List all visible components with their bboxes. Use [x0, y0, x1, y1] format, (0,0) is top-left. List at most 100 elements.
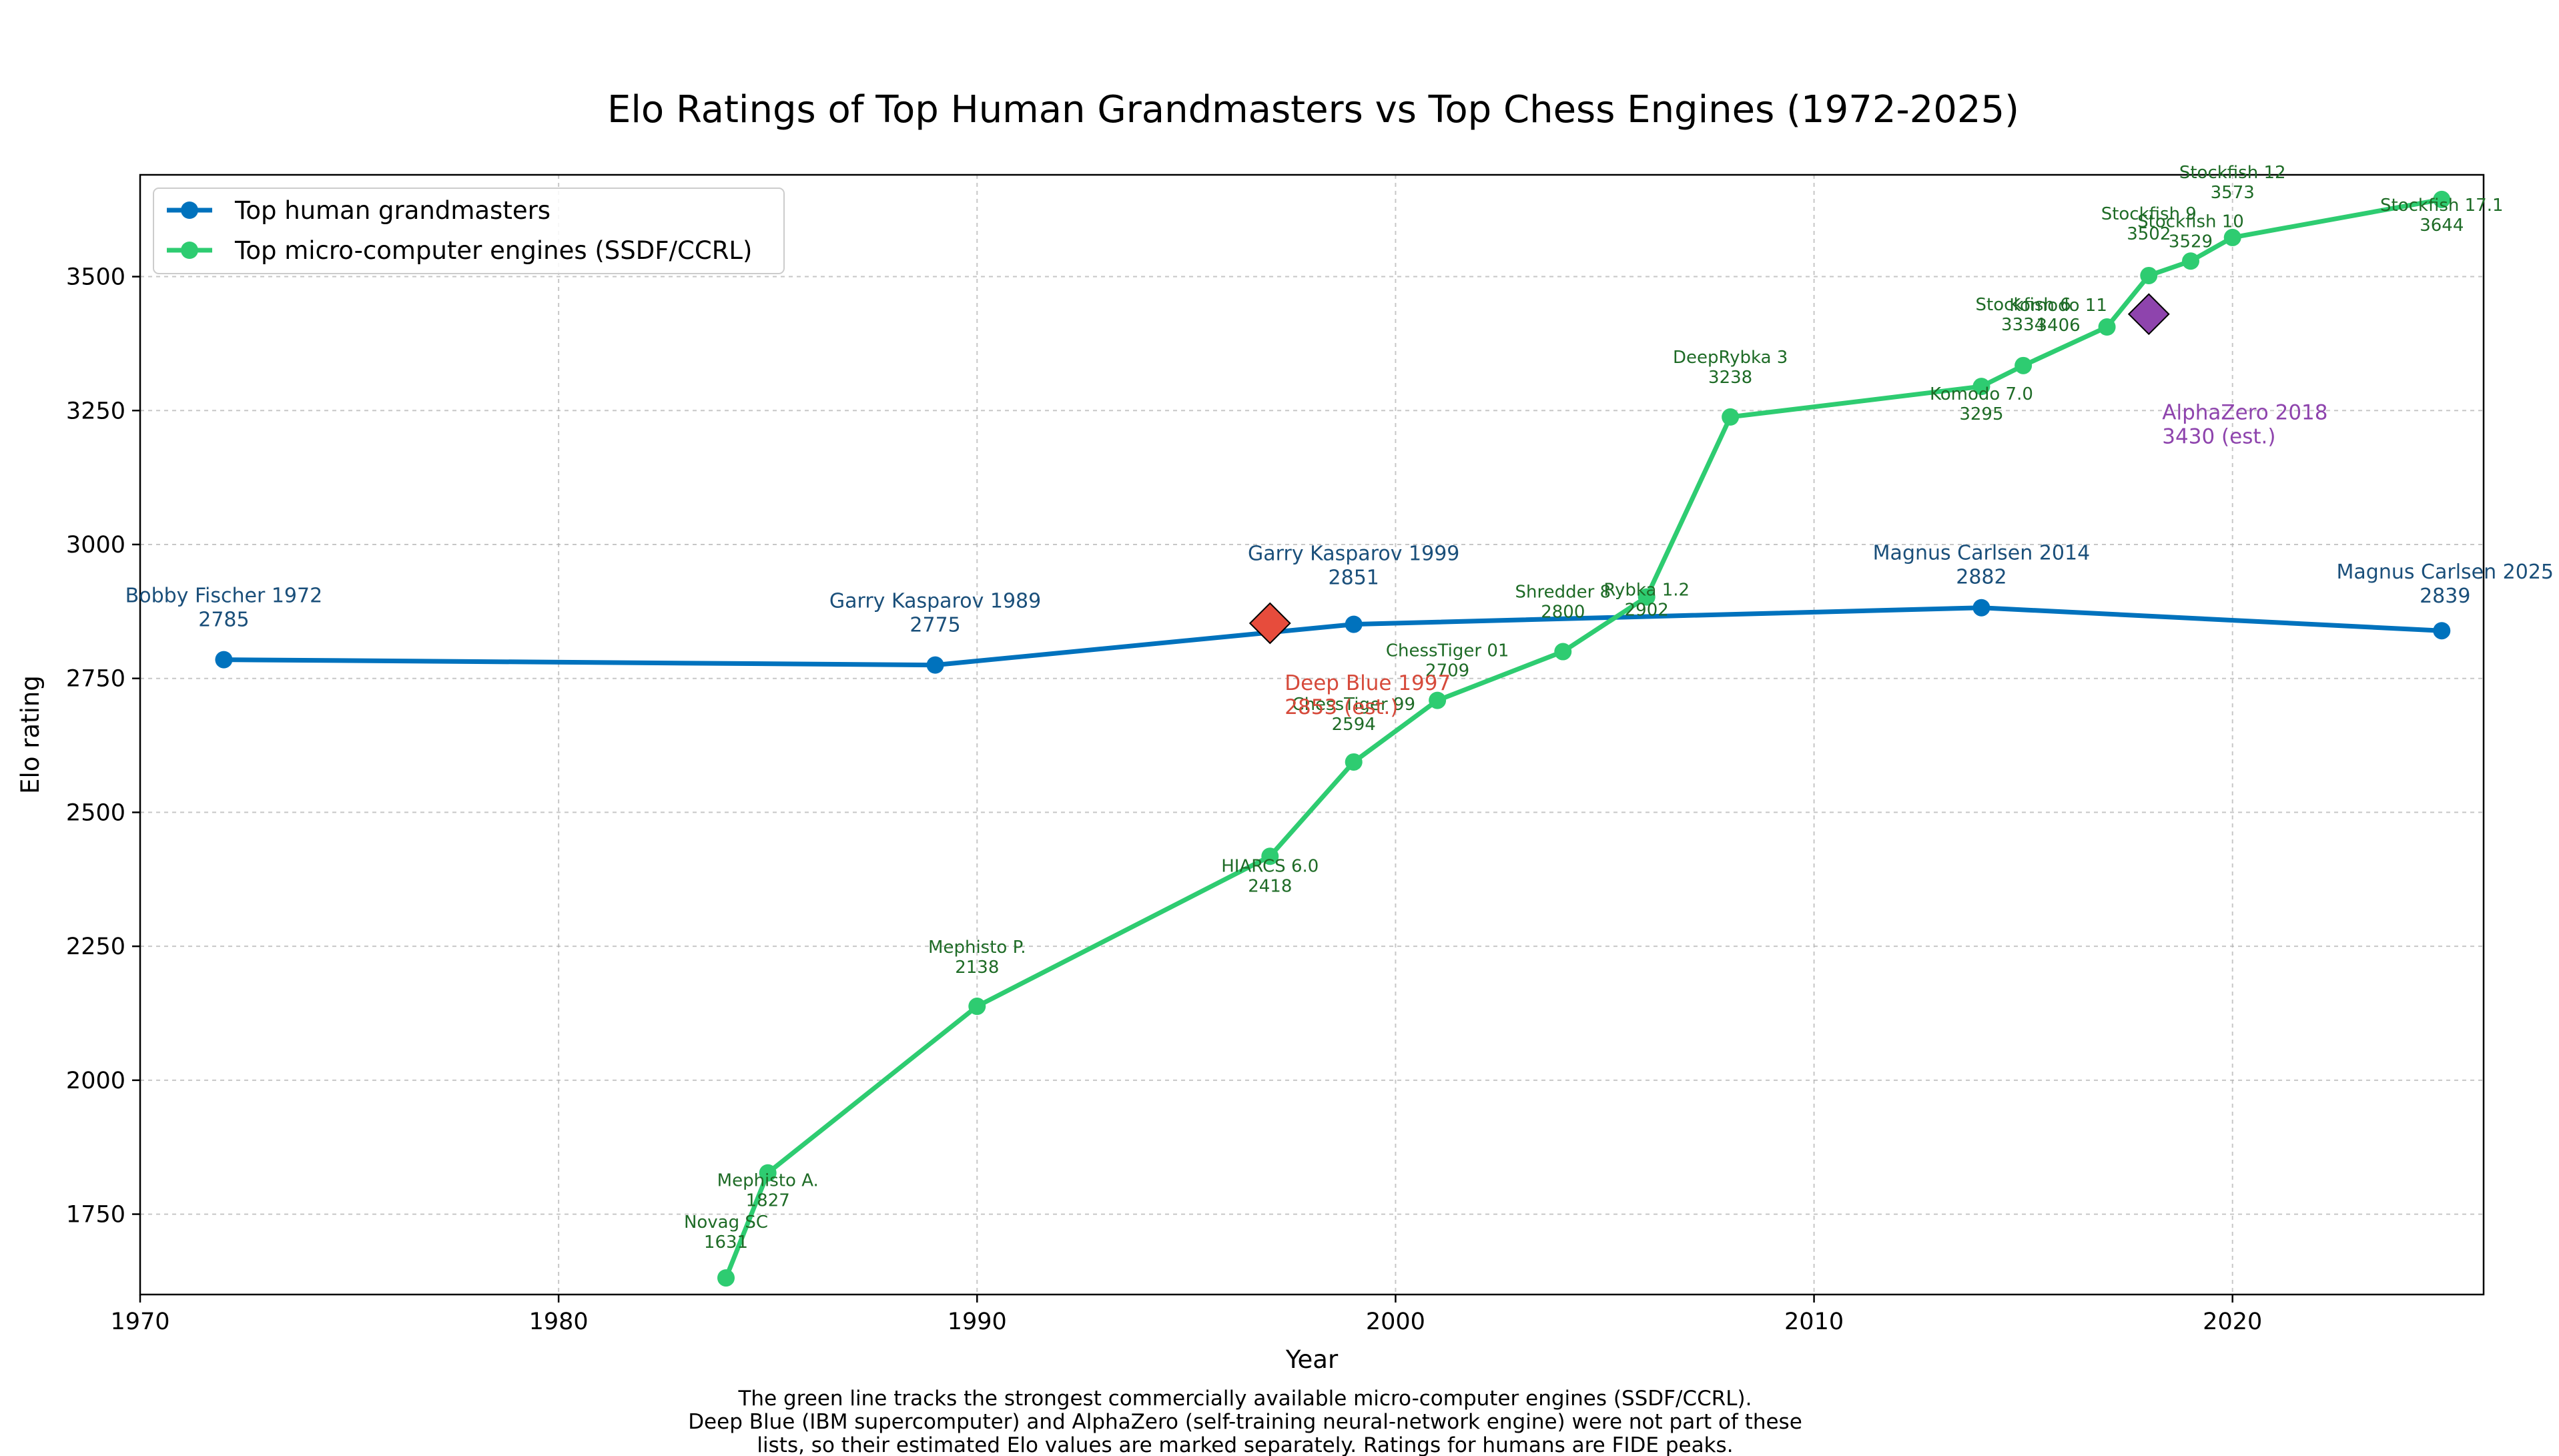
engine-point-name: ChessTiger 01	[1386, 641, 1509, 661]
engine-point-name: DeepRybka 3	[1673, 348, 1788, 368]
human-point	[215, 651, 233, 669]
human-point-name: Garry Kasparov 1999	[1248, 542, 1459, 566]
y-axis-label: Elo rating	[16, 675, 45, 794]
engine-point-name: Stockfish 17.1	[2380, 196, 2504, 216]
x-tick-label: 1970	[110, 1309, 169, 1335]
x-tick-label: 2020	[2203, 1309, 2262, 1335]
footnote: The green line tracks the strongest comm…	[688, 1387, 1802, 1456]
x-tick-label: 1980	[529, 1309, 589, 1335]
axis-ticks: 1970 1980 1990 2000 2010 2020 1750 2000 2250 2500…	[66, 264, 2262, 1335]
alphazero-marker	[2127, 293, 2170, 336]
engine-point-value: 3238	[1708, 368, 1752, 388]
alphazero-value: 3430 (est.)	[2162, 425, 2275, 449]
legend-entry: Top human grandmasters	[234, 196, 551, 225]
engine-point-value: 2709	[1425, 661, 1469, 681]
engine-point-value: 3644	[2420, 216, 2464, 236]
engine-point-value: 3529	[2169, 232, 2213, 252]
engine-point-name: ChessTiger 99	[1292, 695, 1415, 715]
footnote-line: The green line tracks the strongest comm…	[738, 1387, 1752, 1411]
human-point	[2433, 622, 2451, 640]
human-point	[1345, 615, 1363, 633]
human-point	[1972, 599, 1990, 617]
engine-point	[2223, 228, 2241, 246]
human-point	[926, 656, 944, 674]
engine-point-name: Rybka 1.2	[1603, 581, 1690, 601]
legend-swatch-marker	[181, 202, 198, 219]
y-tick-label: 3000	[66, 532, 125, 559]
engine-point	[759, 1164, 777, 1182]
human-point-value: 2785	[198, 609, 249, 632]
grid	[139, 175, 2484, 1295]
engine-point-name: Shredder 8	[1515, 583, 1611, 603]
legend-swatch-marker	[181, 242, 198, 259]
deep-blue-marker	[1248, 602, 1291, 645]
legend-box	[153, 188, 785, 274]
human-point-name: Bobby Fischer 1972	[125, 585, 323, 608]
engine-point	[2182, 252, 2199, 270]
engine-point-value: 2418	[1248, 876, 1292, 896]
footnote-line: Deep Blue (IBM supercomputer) and AlphaZ…	[688, 1410, 1802, 1434]
legend-entry: Top micro-computer engines (SSDF/CCRL)	[234, 236, 752, 265]
engine-point	[1554, 643, 1572, 661]
x-tick-label: 2010	[1784, 1309, 1844, 1335]
engine-point-name: Mephisto A.	[717, 1171, 819, 1191]
y-tick-label: 3250	[66, 398, 125, 424]
engine-point-value: 2138	[955, 958, 999, 978]
engine-point	[1972, 378, 1990, 396]
engine-point-value: 3334	[2001, 315, 2045, 335]
engine-point	[2098, 318, 2116, 336]
engine-point-value: 2594	[1332, 715, 1376, 735]
engine-point-value: 3502	[2127, 224, 2171, 244]
engine-point-value: 1827	[746, 1191, 790, 1211]
engine-point-name: Stockfish 6	[1976, 295, 2071, 315]
engine-point-value: 1631	[704, 1232, 748, 1252]
engine-point	[1345, 753, 1363, 771]
y-tick-label: 2250	[66, 934, 125, 960]
human-point-value: 2851	[1329, 567, 1379, 590]
engine-point-name: Stockfish 9	[2101, 204, 2197, 224]
deep-blue-value: 2853 (est.)	[1285, 695, 1398, 719]
engine-point-value: 2800	[1541, 603, 1585, 623]
engine-point	[968, 998, 986, 1016]
engine-point-name: Mephisto P.	[928, 938, 1026, 958]
engine-point	[1429, 691, 1447, 709]
engine-point-name: Komodo 11	[2009, 296, 2107, 316]
human-point-name: Magnus Carlsen 2014	[1873, 542, 2091, 565]
engine-point-name: Stockfish 12	[2179, 163, 2286, 183]
engine-point-name: Komodo 7.0	[1930, 384, 2033, 404]
alphazero-name: AlphaZero 2018	[2162, 401, 2327, 425]
engine-point	[1722, 408, 1740, 426]
y-tick-label: 2750	[66, 666, 125, 693]
legend: Top human grandmasters Top micro-computer…	[153, 188, 785, 274]
engine-point-name: Novag SC	[684, 1212, 768, 1232]
engine-point-value: 3573	[2211, 183, 2255, 203]
engine-point	[2015, 356, 2033, 374]
engine-point	[1261, 847, 1279, 865]
human-point-name: Magnus Carlsen 2025	[2337, 561, 2554, 584]
footnote-line: lists, so their estimated Elo values are…	[757, 1433, 1733, 1456]
engine-point-value: 3295	[1959, 404, 2003, 424]
x-axis-label: Year	[1285, 1345, 1339, 1374]
engine-series-line	[723, 197, 2442, 1279]
engine-point	[1637, 588, 1656, 606]
x-tick-label: 2000	[1366, 1309, 1425, 1335]
engine-point-name: HIARCS 6.0	[1221, 856, 1319, 876]
x-tick-label: 1990	[948, 1309, 1007, 1335]
human-point-value: 2775	[909, 614, 960, 637]
y-tick-label: 1750	[66, 1202, 125, 1228]
series-lines	[215, 190, 2451, 1287]
plot-area-frame	[139, 173, 2485, 1296]
human-point-value: 2839	[2420, 585, 2470, 608]
engine-point	[717, 1269, 735, 1287]
deep-blue-name: Deep Blue 1997	[1285, 671, 1451, 695]
engine-point	[2140, 266, 2158, 284]
engine-point-value: 3406	[2036, 316, 2080, 336]
human-point-name: Garry Kasparov 1989	[829, 590, 1041, 613]
engine-point-name: Stockfish 10	[2137, 212, 2244, 232]
y-tick-label: 2500	[66, 799, 125, 826]
human-point-value: 2882	[1956, 566, 2006, 589]
human-series-line	[224, 605, 2442, 668]
engine-point	[2433, 190, 2451, 208]
